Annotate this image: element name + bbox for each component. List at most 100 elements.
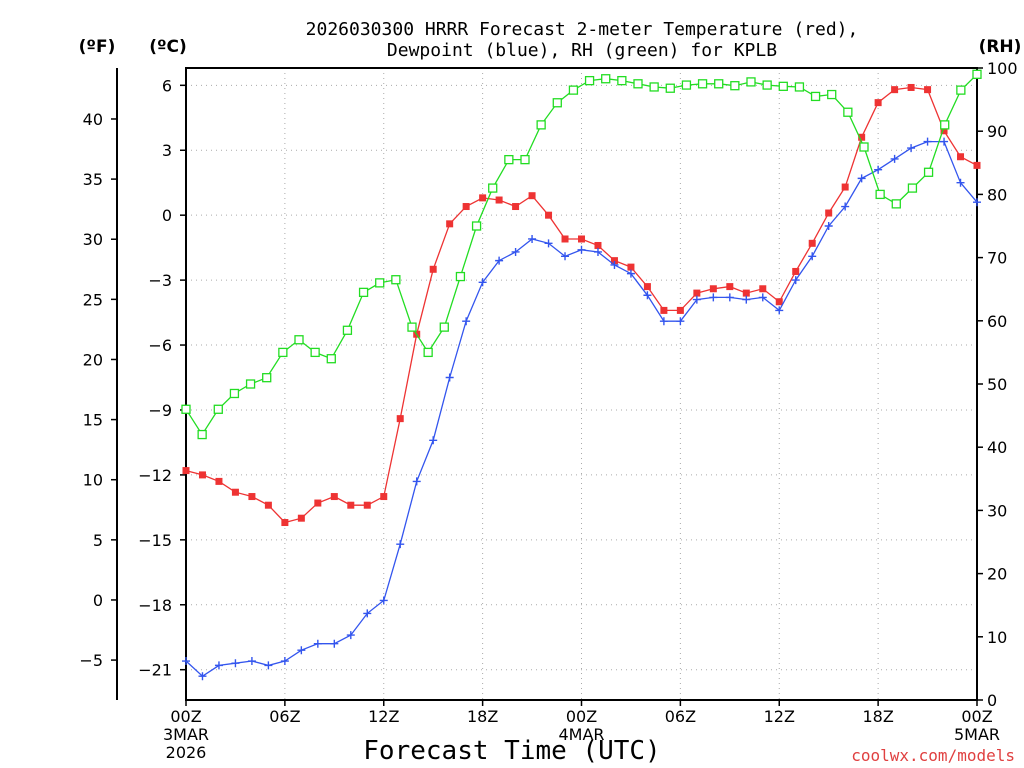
- dewpoint-point: [973, 198, 981, 207]
- rh-point: [794, 82, 805, 92]
- dewpoint-point: [445, 373, 454, 382]
- celsius-tick-label: 6: [162, 76, 172, 95]
- x-tick-label: 3MAR: [163, 725, 209, 744]
- temperature-point: [330, 493, 338, 501]
- fahrenheit-tick-label: −5: [79, 651, 103, 670]
- rh-point: [358, 287, 369, 298]
- rh-tick-label: 100: [987, 59, 1018, 78]
- temperature-point: [512, 203, 520, 211]
- rh-point: [536, 120, 546, 130]
- rh-point: [439, 322, 449, 332]
- x-tick-label: 5MAR: [954, 725, 1000, 744]
- temperature-point: [363, 501, 371, 509]
- temperature-point: [940, 127, 948, 135]
- temperature-point: [248, 493, 256, 501]
- dewpoint-point: [528, 234, 537, 243]
- rh-point: [294, 335, 304, 345]
- dewpoint-point: [247, 657, 256, 666]
- rh-point: [714, 79, 724, 89]
- credit-text: coolwx.com/models: [851, 746, 1015, 765]
- rh-tick-label: 50: [987, 375, 1007, 394]
- rh-point: [762, 80, 772, 90]
- rh-tick-label: 80: [987, 185, 1007, 204]
- dewpoint-point: [264, 661, 273, 670]
- celsius-tick-label: −15: [138, 531, 172, 550]
- data-series: [181, 69, 982, 681]
- temperature-point: [495, 196, 503, 204]
- temperature-point: [347, 501, 355, 509]
- series-dewpoint: [182, 137, 981, 681]
- dewpoint-point: [610, 260, 619, 269]
- fahrenheit-tick-label: 10: [83, 471, 103, 490]
- dewpoint-point: [280, 657, 289, 666]
- rh-point: [278, 347, 288, 358]
- rh-point: [891, 199, 901, 209]
- celsius-tick-label: −12: [138, 466, 172, 485]
- rh-tick-label: 20: [987, 565, 1007, 584]
- dewpoint-point: [478, 278, 487, 287]
- dewpoint-point: [297, 646, 306, 655]
- x-axis-label: Forecast Time (UTC): [363, 736, 660, 766]
- rh-point: [391, 275, 401, 285]
- temperature-point: [561, 235, 569, 243]
- temperature-point: [874, 99, 882, 107]
- temperature-point: [709, 285, 717, 293]
- temperature-point: [528, 192, 536, 200]
- rh-tick-label: 40: [987, 438, 1007, 457]
- rh-point: [697, 79, 708, 89]
- rh-point: [229, 388, 240, 399]
- grid: [186, 68, 977, 700]
- fahrenheit-tick-label: 0: [93, 591, 103, 610]
- temperature-point: [231, 488, 239, 496]
- dewpoint-point: [626, 269, 635, 278]
- rh-point: [810, 91, 821, 102]
- dewpoint-point: [808, 252, 817, 261]
- temperature-point: [973, 161, 981, 169]
- chart-title: 2026030300 HRRR Forecast 2-meter Tempera…: [306, 19, 859, 61]
- rh-point: [859, 142, 869, 152]
- dewpoint-point: [198, 672, 207, 681]
- x-tick-label: 2026: [166, 743, 207, 762]
- temperature-point: [429, 265, 437, 273]
- rh-point: [584, 75, 595, 86]
- temperature-point: [643, 283, 651, 291]
- title-line-1: 2026030300 HRRR Forecast 2-meter Tempera…: [306, 19, 859, 40]
- rh-point: [972, 69, 982, 79]
- series-rh: [181, 69, 982, 440]
- rh-point: [843, 107, 853, 117]
- temperature-point: [578, 235, 585, 243]
- temperature-point: [957, 153, 965, 161]
- rh-point: [681, 80, 692, 90]
- rh-point: [520, 154, 530, 165]
- x-tick-label: 00Z: [961, 707, 992, 726]
- dewpoint-point: [890, 154, 899, 163]
- rh-point: [617, 75, 627, 86]
- dewpoint-point: [841, 202, 850, 211]
- celsius-tick-label: 0: [162, 206, 172, 225]
- dewpoint-point: [956, 178, 965, 187]
- x-tick-label: 06Z: [269, 707, 300, 726]
- rh-point: [956, 85, 966, 95]
- celsius-tick-label: −21: [138, 661, 172, 680]
- series-temperature: [182, 83, 981, 527]
- celsius-tick-label: −6: [148, 336, 172, 355]
- rh-point: [342, 325, 353, 335]
- temperature-point: [264, 501, 272, 509]
- temperature-point: [808, 239, 816, 247]
- temperature-point: [660, 306, 668, 314]
- rh-point: [471, 221, 482, 231]
- temperature-point: [198, 471, 206, 479]
- axes: [111, 67, 983, 706]
- dewpoint-point: [363, 609, 372, 618]
- rh-point: [213, 404, 223, 414]
- rh-point: [326, 354, 336, 364]
- dewpoint-point: [495, 256, 504, 265]
- temperature-point: [775, 298, 783, 306]
- temperature-point: [742, 289, 750, 297]
- temperature-point: [759, 285, 767, 293]
- x-tick-label: 4MAR: [558, 725, 604, 744]
- fahrenheit-tick-label: 20: [83, 350, 103, 369]
- fahrenheit-tick-label: 5: [93, 531, 103, 550]
- rh-point: [245, 379, 256, 389]
- rh-point: [568, 85, 579, 95]
